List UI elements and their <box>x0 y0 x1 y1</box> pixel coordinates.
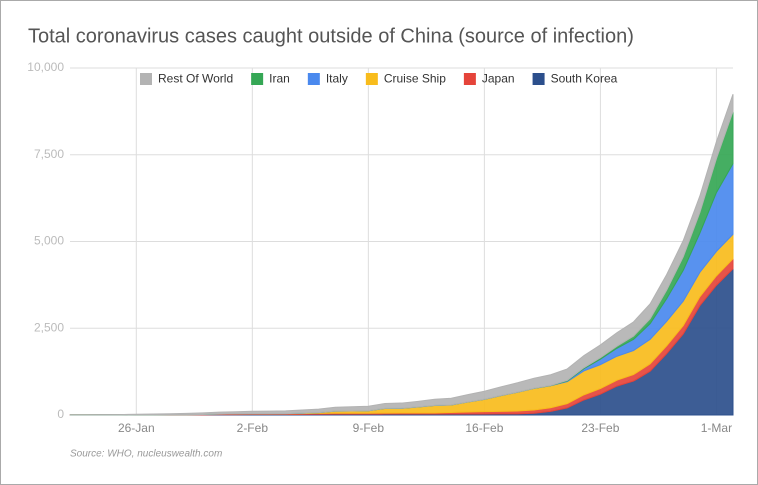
y-tick-label: 10,000 <box>27 60 64 74</box>
y-tick-label: 0 <box>57 407 64 421</box>
x-tick-label: 23-Feb <box>581 421 619 435</box>
source-note: Source: WHO, nucleuswealth.com <box>70 449 222 460</box>
legend-swatch <box>307 73 320 85</box>
x-tick-label: 26-Jan <box>118 421 155 435</box>
x-tick-label: 9-Feb <box>353 421 385 435</box>
x-tick-label: 2-Feb <box>237 421 269 435</box>
legend-swatch <box>251 73 264 85</box>
x-tick-label: 16-Feb <box>465 421 503 435</box>
legend-label: Rest Of World <box>158 72 233 86</box>
legend-label: South Korea <box>551 72 618 86</box>
legend-swatch <box>532 73 545 85</box>
x-tick-label: 1-Mar <box>701 421 732 435</box>
legend-label: Japan <box>482 72 515 86</box>
legend-label: Italy <box>326 72 348 86</box>
y-tick-label: 5,000 <box>34 234 64 248</box>
legend-swatch <box>140 73 152 85</box>
y-tick-label: 7,500 <box>34 147 64 161</box>
legend-label: Cruise Ship <box>384 72 446 86</box>
area <box>69 94 734 416</box>
legend-swatch <box>463 73 476 85</box>
legend-label: Iran <box>269 72 290 86</box>
chart-title: Total coronavirus cases caught outside o… <box>28 25 634 47</box>
legend-swatch <box>365 73 378 85</box>
y-tick-label: 2,500 <box>34 320 64 334</box>
